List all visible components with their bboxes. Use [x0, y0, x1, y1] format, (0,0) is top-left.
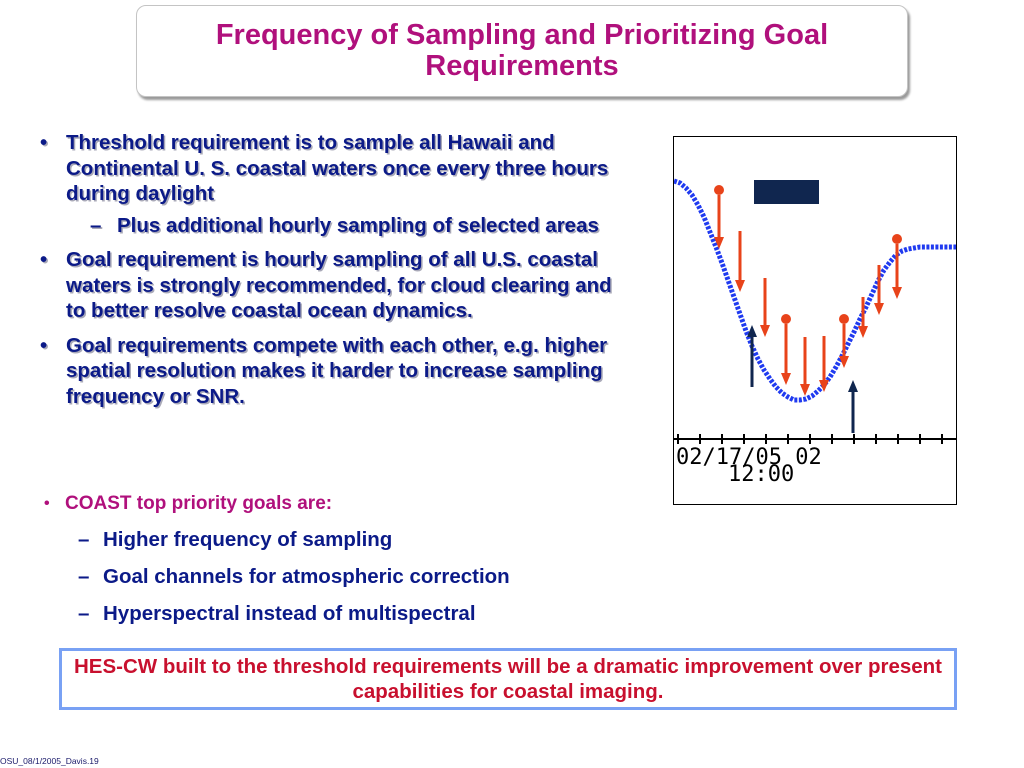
sub-bullet-text: Plus additional hourly sampling of selec… — [117, 213, 599, 237]
navy-up-arrow — [848, 380, 858, 433]
red-sample-arrows — [714, 185, 902, 396]
red-arrow — [735, 231, 745, 292]
bullet-goal-compete: • Goal requirements compete with each ot… — [40, 333, 630, 410]
goal-item: – Higher frequency of sampling — [44, 527, 644, 553]
bullet-text: Goal requirement is hourly sampling of a… — [66, 248, 612, 322]
title-box: Frequency of Sampling and Prioritizing G… — [136, 5, 908, 97]
bullet-text: Threshold requirement is to sample all H… — [66, 131, 609, 205]
red-arrow-pin — [892, 234, 902, 299]
red-arrow — [874, 265, 884, 315]
red-arrow — [800, 337, 810, 396]
time-axis-ticks — [677, 434, 943, 444]
dash-marker: – — [78, 602, 90, 625]
goal-item-text: Goal channels for atmospheric correction — [103, 565, 510, 588]
bullet-marker: • — [40, 131, 48, 154]
goal-item: – Goal channels for atmospheric correcti… — [44, 564, 644, 590]
red-arrow-pin — [714, 185, 724, 249]
time-tick-label: 02/17/05 02 12:00 — [676, 445, 956, 487]
navy-arrows — [747, 325, 858, 433]
callout-box: HES-CW built to the threshold requiremen… — [59, 648, 957, 710]
tick-label-time: 12:00 — [728, 462, 795, 487]
goal-item-text: Higher frequency of sampling — [103, 528, 393, 551]
red-arrow-pin — [781, 314, 791, 385]
sampling-figure-svg — [674, 178, 956, 444]
bullet-goal-hourly: • Goal requirement is hourly sampling of… — [40, 247, 630, 324]
goals-heading-text: COAST top priority goals are: — [65, 493, 333, 514]
red-arrow — [819, 336, 829, 392]
bullet-marker: • — [40, 248, 48, 271]
bullet-list: • Threshold requirement is to sample all… — [40, 130, 630, 418]
footer-text: OSU_08/1/2005_Davis.19 — [0, 756, 99, 766]
slide-title: Frequency of Sampling and Prioritizing G… — [215, 19, 829, 82]
bullet-text: Goal requirements compete with each othe… — [66, 333, 608, 408]
bullet-marker: • — [40, 333, 48, 357]
bullet-marker: • — [44, 495, 50, 512]
dash-marker: – — [78, 528, 90, 551]
sampling-figure: 02/17/05 02 12:00 — [673, 136, 957, 505]
red-arrow — [760, 278, 770, 337]
bullet-threshold: • Threshold requirement is to sample all… — [40, 130, 630, 207]
goals-heading: • COAST top priority goals are: — [44, 492, 644, 516]
dash-marker: – — [90, 213, 102, 237]
tick-label-date: 02/17/05 02 — [676, 445, 822, 470]
red-arrow-pin — [839, 314, 849, 368]
goal-item: – Hyperspectral instead of multispectral — [44, 601, 644, 627]
goal-item-text: Hyperspectral instead of multispectral — [103, 602, 476, 625]
dash-marker: – — [78, 565, 90, 588]
red-arrow — [858, 297, 868, 338]
callout-text: HES-CW built to the threshold requiremen… — [74, 655, 942, 703]
tidal-curve — [674, 178, 956, 403]
navy-up-arrow — [747, 325, 757, 387]
coast-goals: • COAST top priority goals are: – Higher… — [44, 492, 644, 627]
sub-bullet-hourly: – Plus additional hourly sampling of sel… — [40, 213, 630, 239]
label-bar — [754, 180, 819, 204]
